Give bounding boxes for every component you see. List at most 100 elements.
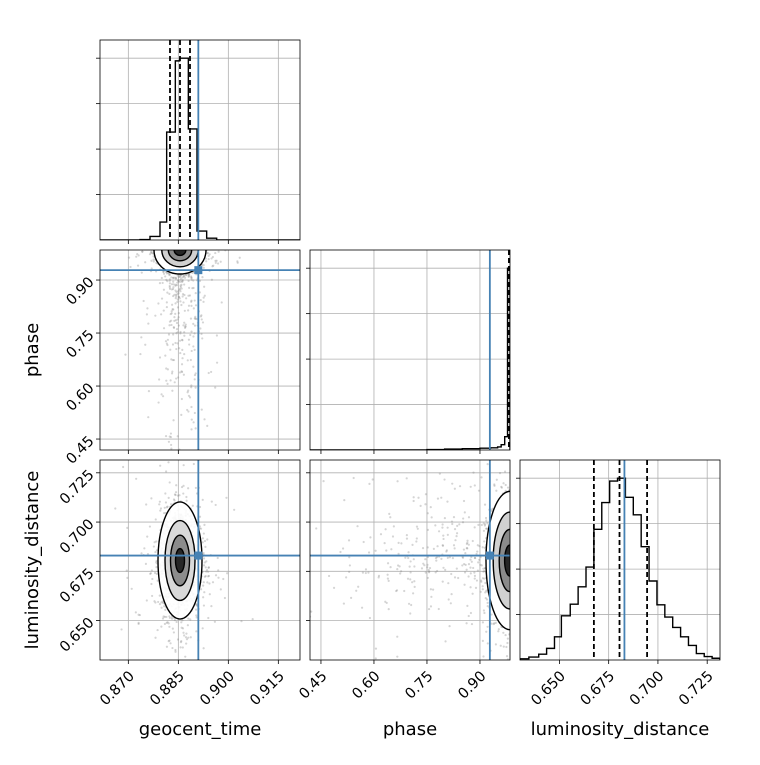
panel-geocent-time-vs-phase-sample-point [220, 301, 223, 304]
panel-phase-vs-luminosity-distance-sample-point [508, 488, 510, 492]
panel-geocent-time-vs-luminosity-distance-sample-point [182, 484, 185, 487]
panel-phase-vs-luminosity-distance-sample-point [304, 548, 306, 550]
panel-geocent-time-vs-luminosity-distance-sample-point [185, 638, 189, 641]
panel-geocent-time-vs-phase-sample-point [182, 275, 185, 278]
panel-geocent-time-vs-phase-sample-point [190, 276, 193, 279]
panel-phase-vs-luminosity-distance-sample-point [483, 503, 487, 506]
panel-phase-vs-luminosity-distance-sample-point [481, 585, 484, 588]
panel-geocent-time-vs-phase-sample-point [157, 401, 160, 404]
panel-geocent-time-vs-phase-sample-point [169, 435, 173, 439]
panel-phase-vs-luminosity-distance-sample-point [452, 516, 456, 519]
panel-geocent-time-vs-phase-sample-point [189, 358, 192, 362]
panel-phase-vs-luminosity-distance-sample-point [481, 621, 485, 624]
y-axis-label-luminosity-distance: luminosity_distance [22, 471, 43, 650]
panel-geocent-time-vs-phase-sample-point [207, 257, 210, 261]
panel-geocent-time-vs-luminosity-distance-sample-point [202, 564, 206, 567]
panel-geocent-time-vs-phase-sample-point [177, 312, 180, 315]
panel-geocent-time-vs-luminosity-distance-sample-point [207, 566, 211, 569]
panel-phase-vs-luminosity-distance-sample-point [490, 613, 493, 616]
panel-geocent-time-vs-luminosity-distance-sample-point [167, 461, 170, 464]
y-tick-label-luminosity-distance-3: 0.725 [57, 467, 98, 508]
panel-geocent-time-vs-luminosity-distance-sample-point [143, 547, 146, 550]
panel-geocent-time-vs-phase-sample-point [180, 370, 184, 374]
panel-phase-vs-luminosity-distance-sample-point [441, 544, 445, 547]
panel-geocent-time-vs-phase-sample-point [179, 284, 182, 287]
panel-phase-vs-luminosity-distance-sample-point [441, 544, 444, 547]
panel-phase-vs-luminosity-distance-sample-point [348, 564, 351, 567]
panel-geocent-time-vs-phase-sample-point [215, 361, 219, 364]
panel-geocent-time-vs-luminosity-distance-sample-point [159, 507, 163, 510]
panel-geocent-time-vs-phase-sample-point [200, 318, 203, 321]
panel-phase-vs-luminosity-distance-sample-point [485, 589, 488, 592]
panel-phase-vs-luminosity-distance-sample-point [341, 547, 345, 550]
panel-geocent-time-hist-grid [100, 40, 300, 240]
panel-geocent-time-vs-luminosity-distance-sample-point [191, 504, 194, 507]
panel-phase-vs-luminosity-distance-sample-point [430, 595, 433, 598]
panel-geocent-time-vs-phase-sample-point [192, 307, 195, 310]
panel-geocent-time-vs-luminosity-distance-sample-point [192, 462, 195, 466]
panel-phase-vs-luminosity-distance-sample-point [480, 580, 483, 583]
panel-phase-vs-luminosity-distance-sample-point [465, 547, 468, 550]
panel-geocent-time-vs-luminosity-distance-sample-point [150, 569, 154, 572]
panel-geocent-time-vs-luminosity-distance-sample-point [185, 495, 188, 499]
panel-geocent-time-vs-luminosity-distance-sample-point [180, 626, 183, 629]
panel-geocent-time-vs-phase-sample-point [191, 271, 194, 275]
panel-geocent-time-vs-luminosity-distance-sample-point [158, 500, 161, 503]
panel-geocent-time-vs-phase-sample-point [173, 316, 176, 319]
panel-geocent-time-vs-phase-sample-point [190, 299, 193, 302]
panel-geocent-time-vs-phase-sample-point [142, 299, 145, 303]
panel-geocent-time-vs-luminosity-distance-sample-point [208, 582, 211, 585]
panel-geocent-time-vs-phase-sample-point [180, 274, 183, 277]
panel-phase-vs-luminosity-distance-sample-point [377, 574, 381, 577]
panel-geocent-time-vs-phase-sample-point [201, 321, 205, 324]
panel-phase-vs-luminosity-distance-sample-point [357, 585, 360, 588]
data-layer [100, 40, 720, 660]
panel-geocent-time-vs-luminosity-distance-sample-point [195, 630, 198, 633]
panel-geocent-time-vs-phase-sample-point [174, 283, 177, 286]
panel-phase-vs-luminosity-distance-sample-point [470, 622, 474, 626]
panel-geocent-time-vs-phase-sample-point [178, 274, 182, 277]
panel-phase-vs-luminosity-distance-sample-point [469, 572, 472, 575]
panel-geocent-time-vs-luminosity-distance-sample-point [202, 557, 206, 560]
panel-geocent-time-vs-luminosity-distance-sample-point [167, 640, 170, 643]
panel-phase-vs-luminosity-distance-sample-point [452, 544, 456, 547]
panel-geocent-time-vs-phase-sample-point [215, 334, 219, 337]
y-tick-label-luminosity-distance-2: 0.700 [57, 516, 98, 557]
y-tick-label-luminosity-distance-1: 0.675 [57, 566, 98, 607]
panel-geocent-time-vs-phase-sample-point [179, 332, 182, 335]
x-tick-label-luminosity-distance-1: 0.675 [578, 668, 619, 709]
panel-geocent-time-vs-luminosity-distance-sample-point [174, 493, 177, 497]
panel-geocent-time-vs-luminosity-distance-sample-point [163, 615, 166, 619]
panel-geocent-time-vs-phase-sample-point [198, 279, 202, 282]
panel-geocent-time-vs-phase-sample-point [170, 276, 173, 279]
panel-geocent-time-vs-luminosity-distance-sample-point [194, 608, 198, 611]
panel-phase-vs-luminosity-distance-sample-point [500, 486, 503, 489]
panel-geocent-time-vs-luminosity-distance-sample-point [150, 582, 153, 586]
panel-phase-vs-luminosity-distance-sample-point [387, 579, 390, 582]
panel-phase-vs-luminosity-distance-sample-point [306, 590, 308, 592]
panel-geocent-time-vs-phase-sample-point [170, 319, 173, 322]
panel-geocent-time-vs-phase-sample-point [176, 281, 179, 284]
panel-phase-vs-luminosity-distance-sample-point [415, 540, 418, 543]
x-tick-label-phase-1: 0.60 [349, 668, 383, 702]
panel-phase-vs-luminosity-distance-sample-point [420, 567, 424, 570]
panel-geocent-time-vs-phase-sample-point [150, 259, 153, 262]
panel-geocent-time-vs-phase-sample-point [192, 322, 195, 325]
panel-geocent-time-vs-phase-sample-point [179, 290, 182, 293]
panel-geocent-time-vs-phase-sample-point [162, 309, 165, 312]
panel-geocent-time-vs-phase-sample-point [187, 394, 191, 397]
panel-geocent-time-vs-luminosity-distance-sample-point [154, 518, 157, 521]
panel-geocent-time-vs-luminosity-distance-sample-point [154, 571, 157, 575]
panel-phase-vs-luminosity-distance-sample-point [486, 605, 489, 608]
panel-geocent-time-vs-phase-sample-point [167, 272, 171, 275]
panel-geocent-time-vs-phase-sample-point [175, 347, 178, 351]
panel-geocent-time-vs-phase-sample-point [201, 337, 204, 340]
panel-geocent-time-vs-phase-sample-point [168, 435, 171, 438]
panel-geocent-time-vs-luminosity-distance-sample-point [171, 646, 174, 650]
panel-geocent-time-vs-phase-sample-point [164, 354, 167, 357]
panel-geocent-time-vs-phase-sample-point [168, 273, 171, 276]
panel-phase-vs-luminosity-distance-sample-point [367, 571, 370, 574]
panel-geocent-time-vs-luminosity-distance-contour-3 [174, 547, 186, 574]
panel-geocent-time-vs-phase-sample-point [183, 274, 186, 277]
panel-phase-vs-luminosity-distance-sample-point [392, 525, 395, 528]
